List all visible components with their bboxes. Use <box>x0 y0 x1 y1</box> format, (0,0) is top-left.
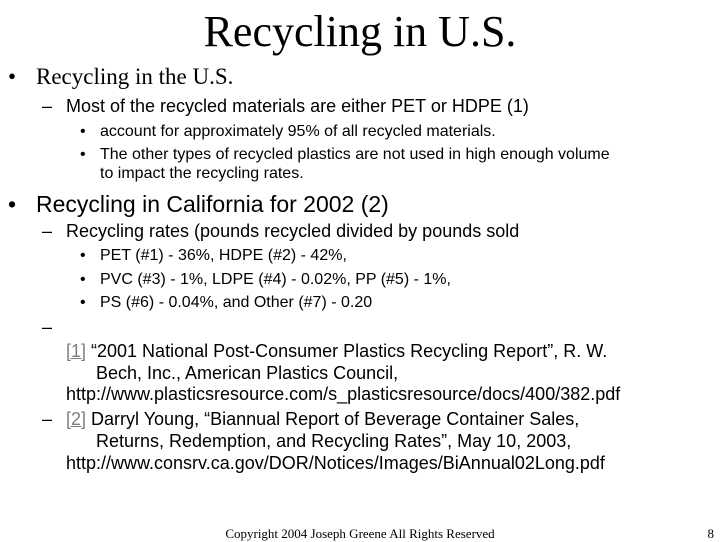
sub-sub-bullet-item: PVC (#3) - 1%, LDPE (#4) - 0.02%, PP (#5… <box>100 271 451 288</box>
reference-2-url: http://www.consrv.ca.gov/DOR/Notices/Ima… <box>66 453 605 473</box>
dash-marker: – <box>42 409 53 429</box>
reference-1-line2: Bech, Inc., American Plastics Council, <box>96 363 399 383</box>
reference-1-text: “2001 National Post-Consumer Plastics Re… <box>86 341 608 361</box>
bullet-marker: • <box>80 271 86 288</box>
reference-1: [1] “2001 National Post-Consumer Plastic… <box>66 340 607 362</box>
sub-sub-bullet-item: The other types of recycled plastics are… <box>100 146 610 163</box>
bullet-recycling-california: Recycling in California for 2002 (2) <box>36 191 389 217</box>
bullet-marker: • <box>8 191 17 217</box>
dash-marker: – <box>42 96 53 116</box>
sub-bullet-pet-hdpe: Most of the recycled materials are eithe… <box>66 96 529 116</box>
copyright-footer: Copyright 2004 Joseph Greene All Rights … <box>225 526 495 541</box>
sub-sub-bullet-item: PET (#1) - 36%, HDPE (#2) - 42%, <box>100 247 347 264</box>
dash-marker: – <box>42 221 53 241</box>
sub-sub-bullet-item: PS (#6) - 0.04%, and Other (#7) - 0.20 <box>100 294 373 311</box>
bullet-marker: • <box>8 64 17 89</box>
reference-1-url: http://www.plasticsresource.com/s_plasti… <box>66 384 621 404</box>
sub-sub-bullet-item-continued: to impact the recycling rates. <box>100 165 304 182</box>
reference-1-link[interactable]: [1] <box>66 341 87 361</box>
bullet-marker: • <box>80 247 86 264</box>
reference-2-link[interactable]: [2] <box>66 409 87 429</box>
dash-marker: – <box>42 317 53 337</box>
sub-bullet-recycling-rates: Recycling rates (pounds recycled divided… <box>66 221 520 241</box>
slide-title: Recycling in U.S. <box>203 7 517 56</box>
reference-2-text: Darryl Young, “Biannual Report of Bevera… <box>86 409 580 429</box>
reference-2-line2: Returns, Redemption, and Recycling Rates… <box>96 431 572 451</box>
reference-2: [2] Darryl Young, “Biannual Report of Be… <box>66 408 579 430</box>
bullet-marker: • <box>80 123 86 140</box>
sub-sub-bullet-item: account for approximately 95% of all rec… <box>100 123 496 140</box>
bullet-marker: • <box>80 146 86 163</box>
bullet-recycling-us: Recycling in the U.S. <box>36 64 234 89</box>
bullet-marker: • <box>80 294 86 311</box>
page-number: 8 <box>707 526 715 541</box>
